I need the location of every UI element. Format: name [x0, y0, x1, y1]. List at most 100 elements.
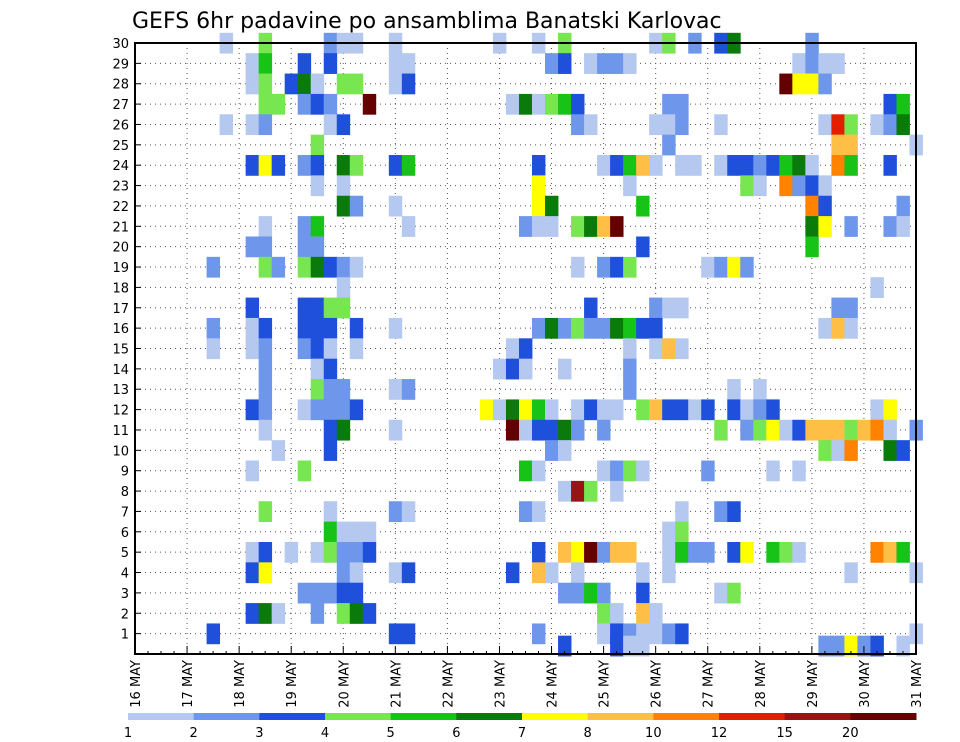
data-cell	[310, 93, 325, 115]
data-cell	[323, 379, 338, 400]
data-cell	[245, 53, 260, 74]
data-cell	[805, 216, 819, 237]
data-cell	[323, 440, 338, 461]
data-cell	[597, 53, 611, 74]
data-cell	[662, 399, 676, 421]
x-tick-label: 24 MAY	[546, 660, 561, 708]
data-cell	[766, 541, 780, 563]
data-cell	[571, 216, 585, 237]
x-tick-label: 21 MAY	[389, 660, 404, 708]
data-cell	[258, 236, 273, 258]
data-cell	[401, 216, 416, 237]
data-cell	[883, 541, 897, 563]
y-tick-label: 28	[112, 78, 129, 93]
data-cell	[310, 399, 325, 421]
data-cell	[545, 317, 559, 339]
data-cell	[792, 53, 806, 74]
data-cell	[336, 175, 351, 197]
data-cell	[310, 256, 325, 278]
data-cell	[388, 562, 403, 584]
data-cell	[258, 562, 273, 584]
data-cell	[245, 114, 260, 136]
data-cell	[649, 155, 663, 176]
data-cell	[401, 379, 416, 400]
data-cell	[206, 317, 221, 339]
data-cell	[597, 399, 611, 421]
data-cell	[818, 195, 832, 217]
data-cell	[545, 419, 559, 441]
data-cell	[883, 114, 897, 136]
data-cell	[310, 541, 325, 563]
data-cells	[206, 32, 923, 657]
y-tick-label: 6	[121, 526, 129, 541]
data-cell	[623, 460, 637, 482]
data-cell	[818, 440, 832, 461]
data-cell	[336, 521, 351, 543]
data-cell	[245, 236, 260, 258]
data-cell	[349, 603, 364, 624]
data-cell	[649, 317, 663, 339]
data-cell	[584, 216, 598, 237]
chart-title: GEFS 6hr padavine po ansamblima Banatski…	[132, 9, 722, 34]
data-cell	[245, 562, 260, 584]
data-cell	[349, 338, 364, 360]
data-cell	[753, 155, 767, 176]
data-cell	[545, 93, 559, 115]
data-cell	[258, 73, 273, 95]
data-cell	[310, 582, 325, 604]
data-cell	[362, 521, 377, 543]
data-cell	[883, 216, 897, 237]
data-cell	[584, 297, 598, 319]
data-cell	[636, 635, 650, 657]
data-cell	[610, 216, 624, 237]
data-cell	[297, 93, 312, 115]
data-cell	[779, 73, 793, 95]
data-cell	[532, 93, 546, 115]
data-cell	[714, 256, 728, 278]
data-cell	[558, 635, 572, 657]
data-cell	[245, 541, 260, 563]
data-cell	[284, 73, 299, 95]
data-cell	[336, 256, 351, 278]
data-cell	[896, 93, 910, 115]
data-cell	[388, 419, 403, 441]
data-cell	[662, 338, 676, 360]
data-cell	[545, 440, 559, 461]
data-cell	[336, 114, 351, 136]
data-cell	[258, 53, 273, 74]
data-cell	[740, 541, 754, 563]
data-cell	[649, 114, 663, 136]
data-cell	[805, 175, 819, 197]
data-cell	[297, 297, 312, 319]
data-cell	[532, 501, 546, 523]
colorbar-swatch	[653, 713, 720, 720]
data-cell	[740, 175, 754, 197]
y-tick-label: 30	[112, 37, 129, 52]
data-cell	[857, 419, 871, 441]
data-cell	[323, 338, 338, 360]
data-cell	[662, 562, 676, 584]
colorbar-tick-label: 15	[776, 726, 793, 741]
data-cell	[831, 114, 845, 136]
data-cell	[844, 419, 858, 441]
data-cell	[258, 114, 273, 136]
data-cell	[323, 399, 338, 421]
data-cell	[662, 521, 676, 543]
data-cell	[349, 155, 364, 176]
data-cell	[610, 155, 624, 176]
data-cell	[610, 256, 624, 278]
data-cell	[336, 603, 351, 624]
data-cell	[844, 635, 858, 657]
data-cell	[649, 623, 663, 645]
data-cell	[532, 175, 546, 197]
data-cell	[610, 399, 624, 421]
y-tick-label: 12	[112, 404, 129, 419]
data-cell	[779, 155, 793, 176]
data-cell	[271, 440, 286, 461]
data-cell	[532, 460, 546, 482]
data-cell	[831, 317, 845, 339]
data-cell	[610, 53, 624, 74]
data-cell	[779, 419, 793, 441]
colorbar-swatch	[784, 713, 851, 720]
data-cell	[362, 541, 377, 563]
